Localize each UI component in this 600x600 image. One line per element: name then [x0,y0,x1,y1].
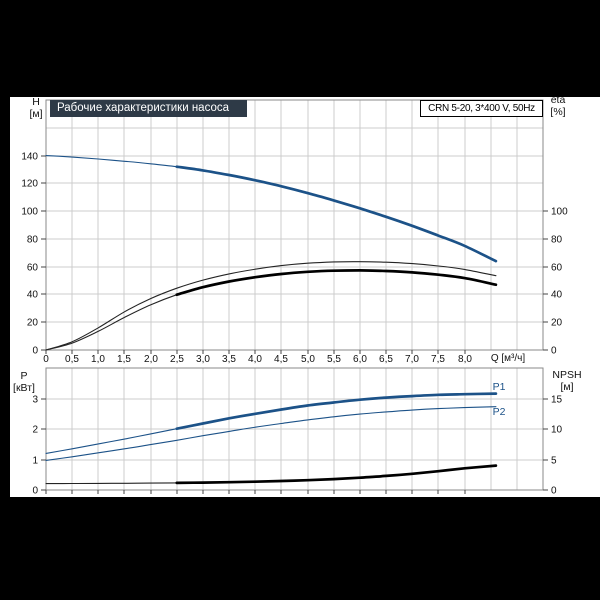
h-axis-unit: [м] [29,108,43,120]
svg-text:4,5: 4,5 [274,354,288,365]
svg-text:0: 0 [551,486,557,497]
svg-text:60: 60 [551,263,563,274]
svg-text:1,0: 1,0 [91,354,105,365]
svg-text:40: 40 [27,290,39,301]
eta-axis-title: eta [550,94,566,106]
svg-text:5,5: 5,5 [327,354,341,365]
svg-text:3,5: 3,5 [222,354,236,365]
p-axis-unit: [кВт] [13,382,35,394]
svg-text:1: 1 [32,456,38,467]
p1-curve [45,393,497,454]
h-axis-title: H [32,96,40,108]
tick-labels-chart-1: 0 1 2 3 0 5 10 15 [32,395,562,497]
svg-text:120: 120 [21,179,38,190]
svg-text:0: 0 [43,354,49,365]
svg-text:7,0: 7,0 [405,354,419,365]
svg-text:2: 2 [32,425,38,436]
p1-series-label: P1 [492,381,506,393]
svg-text:3,0: 3,0 [196,354,210,365]
p2-curve [45,406,497,461]
grid-chart-1 [46,368,543,490]
curves-chart-1 [45,392,498,485]
ticks-chart-1 [41,398,548,494]
svg-text:10: 10 [551,425,563,436]
svg-text:20: 20 [551,318,563,329]
p2-series-label: P2 [492,406,506,418]
svg-text:1,5: 1,5 [117,354,131,365]
svg-text:2,0: 2,0 [144,354,158,365]
chart-background-panel [10,97,600,497]
svg-text:20: 20 [27,318,39,329]
chart-title-bar: Рабочие характеристики насоса [50,100,247,117]
ticks-chart-0 [41,155,548,354]
eta-lower-curve [45,269,497,351]
svg-text:3: 3 [32,395,38,406]
svg-text:0: 0 [32,346,38,357]
svg-text:80: 80 [551,235,563,246]
svg-text:80: 80 [27,235,39,246]
svg-text:8,0: 8,0 [458,354,472,365]
eta-upper-curve [45,261,497,351]
curves-chart-0 [45,155,498,351]
svg-text:0,5: 0,5 [65,354,79,365]
eta-lower-curve-highlight [175,269,498,297]
svg-text:100: 100 [551,207,568,218]
svg-text:60: 60 [27,263,39,274]
svg-text:6,5: 6,5 [379,354,393,365]
svg-text:4,0: 4,0 [248,354,262,365]
svg-text:2,5: 2,5 [170,354,184,365]
q-axis-label: Q [м³/ч] [490,353,526,364]
svg-text:0: 0 [551,346,557,357]
head-curve-highlight [175,165,498,263]
svg-text:40: 40 [551,290,563,301]
plot-frame-chart-0 [45,99,544,351]
grid-chart-0 [46,100,543,350]
pump-model-box: CRN 5-20, 3*400 V, 50Hz [420,100,543,117]
svg-text:5: 5 [551,456,557,467]
tick-labels-chart-0: 0 20 40 60 80 100 120 140 0 20 40 60 80 100 0 0,5 1,0 1,5… [21,152,568,366]
svg-text:0: 0 [32,486,38,497]
svg-text:7,5: 7,5 [431,354,445,365]
svg-text:6,0: 6,0 [353,354,367,365]
p1-curve-highlight [175,392,498,431]
head-curve [45,155,497,262]
svg-text:5,0: 5,0 [301,354,315,365]
npsh-axis-title: NPSH [552,369,582,381]
svg-text:140: 140 [21,152,38,163]
npsh-curve-highlight [175,464,498,485]
p-axis-title: P [20,370,28,382]
svg-text:100: 100 [21,207,38,218]
eta-axis-unit: [%] [550,106,566,118]
npsh-axis-unit: [м] [560,381,574,393]
svg-text:15: 15 [551,395,563,406]
